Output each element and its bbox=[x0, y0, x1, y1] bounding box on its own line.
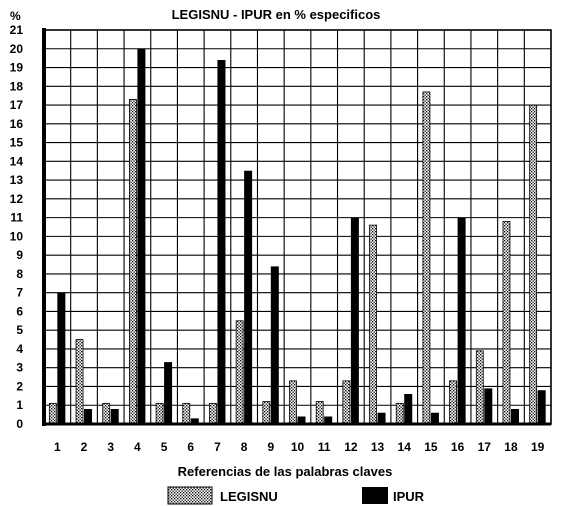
x-tick-label: 10 bbox=[291, 440, 305, 454]
x-tick-label: 19 bbox=[531, 440, 545, 454]
y-tick-label: 17 bbox=[10, 98, 24, 112]
y-tick-label: 3 bbox=[16, 361, 23, 375]
legend-label-legisnu: LEGISNU bbox=[220, 489, 278, 504]
bar-legisnu bbox=[502, 220, 511, 425]
bar-legisnu bbox=[209, 402, 217, 425]
x-tick-labels: 1 2 3 4 5 6 7 8 9 10 11 12 13 14 15 16 17 18 19 bbox=[54, 440, 545, 454]
x-tick-label: 4 bbox=[134, 440, 141, 454]
y-tick-label: 9 bbox=[16, 248, 23, 262]
y-tick-label: 1 bbox=[16, 398, 23, 412]
legend-label-ipur: IPUR bbox=[393, 489, 425, 504]
bar-legisnu bbox=[422, 91, 431, 425]
x-tick-label: 7 bbox=[214, 440, 221, 454]
y-tick-label: 4 bbox=[16, 342, 23, 356]
legend-swatch-ipur bbox=[362, 487, 388, 504]
bar-legisnu bbox=[289, 380, 297, 425]
bar-ipur bbox=[484, 388, 493, 424]
x-tick-label: 16 bbox=[451, 440, 465, 454]
bar-legisnu bbox=[182, 402, 191, 425]
x-tick-label: 12 bbox=[344, 440, 358, 454]
x-tick-label: 5 bbox=[161, 440, 168, 454]
bar-legisnu bbox=[342, 380, 351, 425]
bar-ipur bbox=[270, 266, 279, 424]
bar-legisnu bbox=[449, 380, 458, 425]
y-tick-label: 12 bbox=[10, 192, 24, 206]
x-tick-label: 9 bbox=[267, 440, 274, 454]
y-tick-label: 18 bbox=[10, 79, 24, 93]
x-tick-label: 17 bbox=[478, 440, 492, 454]
y-axis-unit: % bbox=[10, 9, 21, 23]
bar-ipur bbox=[510, 408, 519, 424]
y-tick-label: 19 bbox=[10, 61, 24, 75]
y-tick-label: 7 bbox=[16, 286, 23, 300]
bar-ipur bbox=[217, 60, 226, 425]
bar-ipur bbox=[377, 412, 386, 424]
bars bbox=[48, 48, 546, 425]
bar-legisnu bbox=[475, 350, 484, 425]
bar-ipur bbox=[404, 393, 413, 424]
bar-ipur bbox=[350, 217, 359, 424]
x-tick-label: 11 bbox=[318, 440, 331, 454]
x-tick-label: 2 bbox=[81, 440, 88, 454]
grid bbox=[43, 29, 552, 425]
bar-ipur bbox=[324, 416, 333, 424]
bar-legisnu bbox=[102, 402, 111, 425]
bar-ipur bbox=[537, 390, 546, 424]
x-tick-label: 3 bbox=[107, 440, 114, 454]
bar-legisnu bbox=[128, 99, 137, 425]
bar-ipur bbox=[297, 416, 306, 424]
bar-ipur bbox=[137, 48, 146, 425]
plot-area bbox=[43, 29, 552, 425]
y-tick-label: 21 bbox=[10, 23, 24, 37]
y-tick-label: 5 bbox=[16, 323, 23, 337]
bar-ipur bbox=[110, 408, 119, 424]
x-tick-label: 13 bbox=[371, 440, 385, 454]
legend-swatch-legisnu bbox=[167, 486, 213, 505]
bar-legisnu bbox=[48, 402, 57, 425]
y-tick-label: 6 bbox=[16, 304, 23, 318]
bar-legisnu bbox=[262, 401, 271, 425]
y-tick-label: 10 bbox=[10, 229, 24, 243]
axes bbox=[42, 28, 551, 426]
bar-ipur bbox=[244, 170, 253, 424]
x-tick-label: 15 bbox=[424, 440, 438, 454]
bar-ipur bbox=[57, 292, 66, 424]
x-axis-label: Referencias de las palabras claves bbox=[178, 464, 393, 479]
x-tick-label: 18 bbox=[504, 440, 518, 454]
y-tick-label: 2 bbox=[16, 379, 23, 393]
bar-legisnu bbox=[395, 402, 404, 425]
y-tick-label: 0 bbox=[16, 417, 23, 431]
y-tick-label: 11 bbox=[10, 211, 23, 225]
x-tick-label: 14 bbox=[398, 440, 412, 454]
bar-legisnu bbox=[235, 320, 244, 425]
y-tick-label: 16 bbox=[10, 117, 24, 131]
bar-ipur bbox=[84, 408, 93, 424]
bar-ipur bbox=[164, 362, 173, 424]
bar-legisnu bbox=[75, 339, 84, 425]
bar-legisnu bbox=[369, 224, 377, 425]
y-tick-label: 13 bbox=[10, 173, 24, 187]
y-tick-label: 8 bbox=[16, 267, 23, 281]
legend: LEGISNU IPUR bbox=[167, 486, 425, 505]
x-tick-label: 8 bbox=[241, 440, 248, 454]
y-tick-label: 14 bbox=[10, 154, 24, 168]
bar-legisnu bbox=[315, 401, 324, 425]
bar-ipur bbox=[190, 418, 199, 424]
y-tick-label: 20 bbox=[10, 42, 24, 56]
bar-ipur bbox=[457, 217, 466, 424]
x-tick-label: 6 bbox=[187, 440, 194, 454]
y-tick-label: 15 bbox=[10, 136, 24, 150]
x-tick-label: 1 bbox=[54, 440, 61, 454]
bar-legisnu bbox=[529, 104, 538, 425]
bar-legisnu bbox=[155, 402, 164, 425]
bar-ipur bbox=[430, 412, 439, 424]
chart-title: LEGISNU - IPUR en % especificos bbox=[172, 7, 381, 22]
